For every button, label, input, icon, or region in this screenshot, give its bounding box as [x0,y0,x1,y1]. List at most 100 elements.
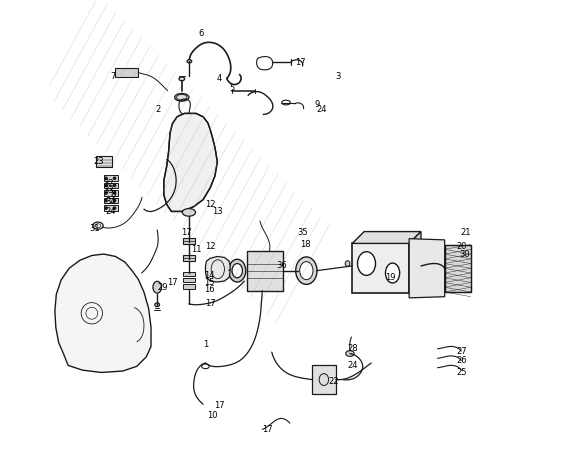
Text: 24: 24 [316,105,327,114]
Circle shape [410,274,413,277]
Text: 24: 24 [347,361,358,370]
Text: 17: 17 [181,228,192,238]
Circle shape [418,260,420,263]
Text: 30: 30 [460,249,470,258]
Ellipse shape [113,177,116,180]
Text: 11: 11 [191,245,201,254]
Polygon shape [55,254,151,372]
Circle shape [414,269,417,272]
Text: 1: 1 [203,340,208,349]
Text: 10: 10 [207,410,218,419]
Ellipse shape [179,77,185,81]
Bar [104,205,118,211]
Text: 23: 23 [94,157,104,166]
Bar [104,190,118,196]
Text: 13: 13 [212,207,223,216]
Circle shape [410,260,413,263]
Text: 25: 25 [456,368,467,377]
Text: 5: 5 [229,84,234,93]
Polygon shape [312,365,336,394]
Text: 16: 16 [204,285,214,294]
Circle shape [418,274,420,277]
Text: 12: 12 [205,200,216,209]
Polygon shape [409,238,444,298]
Ellipse shape [182,209,196,216]
Text: 33: 33 [103,186,114,195]
Polygon shape [444,245,471,292]
Polygon shape [247,251,283,291]
Text: 6: 6 [198,29,204,38]
Bar [182,255,195,261]
Text: 14: 14 [204,271,214,280]
Polygon shape [352,232,421,243]
Text: 36: 36 [276,261,287,270]
Text: 32: 32 [103,179,114,188]
Circle shape [410,255,413,258]
Circle shape [410,269,413,272]
Ellipse shape [113,207,116,209]
Polygon shape [114,68,138,77]
Circle shape [414,260,417,263]
Text: 29: 29 [158,283,168,292]
Text: 17: 17 [262,425,272,434]
Bar [182,278,195,283]
Text: 8: 8 [110,190,116,200]
Ellipse shape [232,264,243,278]
Ellipse shape [345,351,354,356]
Text: 17: 17 [205,299,216,308]
Ellipse shape [105,177,107,180]
Text: 2: 2 [156,105,161,114]
Bar [182,272,195,276]
Circle shape [414,274,417,277]
Polygon shape [164,114,217,211]
Text: 20: 20 [456,242,467,251]
Circle shape [418,265,420,267]
Ellipse shape [386,263,400,283]
Text: 12: 12 [205,242,216,251]
Text: 18: 18 [300,240,310,249]
Bar [104,182,118,188]
Text: 17: 17 [214,401,225,410]
Text: 35: 35 [297,228,308,238]
Polygon shape [409,232,421,293]
Bar [104,175,118,181]
Text: 21: 21 [460,228,471,238]
Text: 7: 7 [110,72,116,81]
Text: 4: 4 [217,75,223,83]
Text: 19: 19 [385,273,395,282]
Bar [182,284,195,289]
Bar [182,238,195,244]
Ellipse shape [113,192,116,194]
Text: 17: 17 [295,58,305,67]
Ellipse shape [113,184,116,187]
Text: 28: 28 [347,344,358,353]
Text: 22: 22 [328,378,339,387]
Text: 9: 9 [314,100,319,109]
Ellipse shape [229,259,246,282]
Ellipse shape [113,200,116,202]
Text: 15: 15 [204,278,214,287]
Text: 27: 27 [456,347,467,356]
Ellipse shape [174,94,189,101]
Polygon shape [205,256,230,282]
Ellipse shape [300,262,313,280]
Text: 31: 31 [89,224,100,233]
Circle shape [414,255,417,258]
Text: 26: 26 [456,356,467,365]
Circle shape [418,255,420,258]
Circle shape [418,269,420,272]
Ellipse shape [155,303,160,307]
Text: 24: 24 [105,207,116,216]
Ellipse shape [105,184,107,187]
Ellipse shape [358,252,375,275]
Ellipse shape [153,281,161,293]
Ellipse shape [105,192,107,194]
Text: 17: 17 [167,278,178,287]
Ellipse shape [105,200,107,202]
Text: 34: 34 [105,198,116,207]
Ellipse shape [187,60,192,63]
Bar [96,156,112,167]
Text: 3: 3 [335,72,341,81]
Circle shape [410,265,413,267]
Ellipse shape [296,257,317,285]
